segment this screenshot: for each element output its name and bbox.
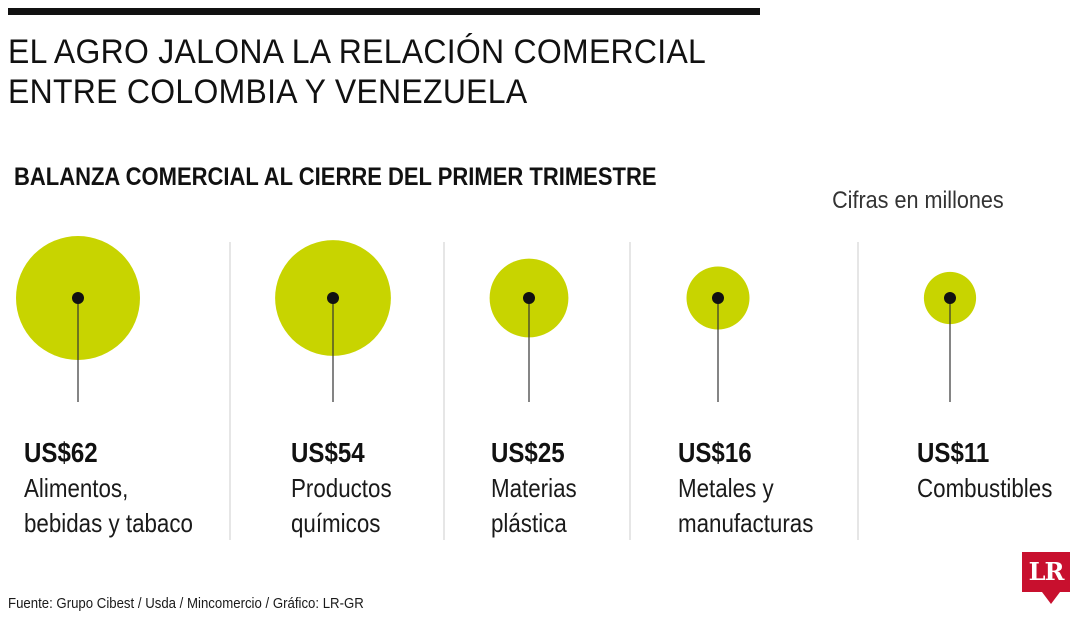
value-label: US$11 [917, 436, 989, 468]
top-rule [8, 8, 760, 15]
category-label: Materias [491, 474, 577, 503]
title-line-2: ENTRE COLOMBIA Y VENEZUELA [8, 73, 528, 111]
category-label: Productos [291, 474, 392, 503]
category-label: Combustibles [917, 474, 1052, 503]
value-label: US$25 [491, 436, 565, 468]
center-dot [944, 292, 956, 304]
category-label: plástica [491, 509, 567, 538]
category-label: químicos [291, 509, 380, 538]
units-note: Cifras en millones [832, 187, 1004, 214]
center-dot [327, 292, 339, 304]
main-title: EL AGRO JALONA LA RELACIÓN COMERCIAL ENT… [8, 32, 722, 112]
value-label: US$62 [24, 436, 98, 468]
category-label: manufacturas [678, 509, 813, 538]
title-line-1: EL AGRO JALONA LA RELACIÓN COMERCIAL [8, 33, 707, 71]
center-dot [712, 292, 724, 304]
bubble-chart: US$62 Alimentos, bebidas y tabaco US$54 Prod… [16, 236, 1052, 540]
center-dot [72, 292, 84, 304]
lr-logo: LR [1022, 552, 1070, 592]
lr-logo-tail [1042, 592, 1060, 604]
center-dot [523, 292, 535, 304]
category-label: bebidas y tabaco [24, 509, 193, 538]
chart-subtitle: BALANZA COMERCIAL AL CIERRE DEL PRIMER T… [14, 163, 657, 191]
source-note: Fuente: Grupo Cibest / Usda / Mincomerci… [8, 595, 364, 612]
value-label: US$16 [678, 436, 752, 468]
value-label: US$54 [291, 436, 365, 468]
category-label: Alimentos, [24, 474, 128, 503]
category-label: Metales y [678, 474, 774, 503]
